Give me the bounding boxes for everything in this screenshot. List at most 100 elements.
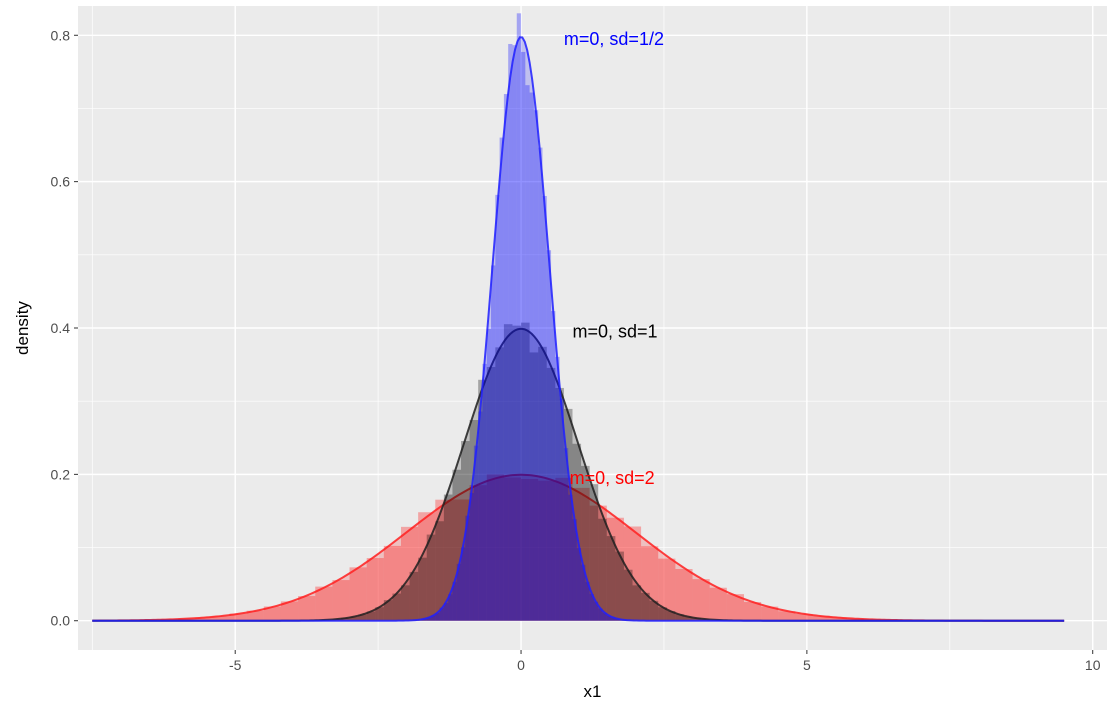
histogram-bar [576, 548, 582, 621]
histogram-bar [495, 347, 504, 621]
annotations: m=0, sd=2 m=0, sd=1 m=0, sd=1/2 [564, 29, 664, 488]
y-tick-label: 0.4 [51, 320, 71, 336]
histogram-bar [795, 613, 813, 621]
histogram-bar [469, 493, 474, 621]
histogram-bar [812, 615, 830, 621]
histogram-bar [418, 512, 436, 621]
density-area [92, 474, 1065, 621]
histogram-bar [589, 484, 599, 621]
histogram-bar [426, 534, 436, 621]
series-layer [92, 13, 1065, 622]
histogram-bar [623, 526, 642, 621]
histogram-bar [581, 564, 586, 621]
histogram-bar [525, 85, 530, 621]
x-axis-title: x1 [584, 682, 602, 701]
x-tick-label: -5 [229, 657, 242, 673]
histogram-bar [486, 328, 492, 621]
histogram-bar [658, 558, 676, 621]
y-tick-label: 0.6 [51, 174, 71, 190]
histogram-bar [409, 571, 419, 621]
series-3 [92, 13, 1065, 622]
histogram-bar [538, 147, 543, 621]
histogram-bar [435, 499, 453, 621]
histogram-bar [375, 607, 384, 621]
histogram-bar [349, 567, 367, 621]
histogram-bar [435, 613, 440, 621]
histogram-bar [465, 515, 470, 621]
histogram-bar [585, 581, 590, 621]
histogram-bar [229, 613, 247, 621]
histogram-bar [563, 408, 573, 621]
histogram-bar [829, 617, 847, 621]
histogram-bar [555, 356, 560, 621]
histogram-bar [491, 265, 496, 621]
histogram-bar [521, 322, 530, 621]
histogram-bar [512, 325, 522, 621]
histogram-bar [692, 579, 710, 621]
histogram-bar [482, 363, 487, 621]
density-area [92, 328, 1065, 621]
histogram-bar [589, 505, 607, 621]
histogram-bar [538, 346, 547, 621]
histogram-bar [615, 551, 624, 621]
x-tick-label: 5 [803, 657, 811, 673]
histogram-bar [263, 606, 281, 621]
histogram-bar [418, 557, 427, 621]
histogram-bar [555, 387, 564, 621]
y-tick-label: 0.2 [51, 466, 71, 482]
y-tick-label: 0.8 [51, 27, 71, 43]
histogram-bar [431, 615, 436, 621]
histogram-bar [623, 569, 633, 621]
histogram-bar [649, 600, 659, 621]
histogram-bar [473, 445, 479, 621]
histogram-bar [503, 324, 513, 621]
histogram-bar [212, 616, 230, 621]
histogram-bar [495, 194, 500, 621]
histogram-bar [632, 585, 642, 621]
histogram-bar [675, 614, 684, 621]
histogram-bar [358, 614, 367, 621]
histogram-bar [332, 580, 350, 621]
histogram-bar [503, 477, 522, 621]
histogram-bar [606, 536, 616, 621]
histogram-bar [383, 600, 393, 621]
histogram-bar [499, 137, 504, 621]
histogram-bar [400, 526, 419, 621]
histogram-bar [298, 596, 316, 621]
histogram-bar [615, 618, 620, 621]
histogram-bar [675, 568, 693, 621]
histogram-bar [529, 352, 539, 621]
histogram-bar [542, 195, 547, 621]
histogram-bar [392, 593, 401, 621]
y-axis-title: density [13, 301, 32, 355]
histogram-bar [195, 617, 213, 621]
histogram-bar [606, 615, 612, 621]
histogram-bar [683, 616, 693, 621]
histogram-bar [606, 517, 624, 621]
histogram-bar [366, 558, 384, 621]
series-label: m=0, sd=2 [570, 468, 655, 488]
histogram-bar [469, 420, 479, 621]
histogram-bar [516, 13, 522, 621]
histogram-bar [598, 518, 607, 621]
histogram-bar [521, 51, 526, 621]
density-line [92, 36, 1065, 622]
histogram-bar [593, 601, 599, 621]
histogram-bar [478, 411, 483, 621]
histogram-bar [478, 379, 487, 621]
histogram-bar [508, 43, 513, 621]
histogram-bar [503, 94, 509, 621]
histogram-bar [340, 618, 350, 621]
histogram-bar [538, 480, 556, 621]
histogram-bar [443, 494, 453, 621]
histogram-bar [658, 607, 667, 621]
histogram-bar [709, 587, 727, 621]
histogram-bar [598, 608, 603, 621]
histogram-bar [452, 469, 462, 621]
histogram-bar [563, 448, 569, 621]
histogram-bar [426, 617, 432, 621]
histogram-bar [443, 603, 449, 621]
histogram-bar [641, 592, 650, 621]
